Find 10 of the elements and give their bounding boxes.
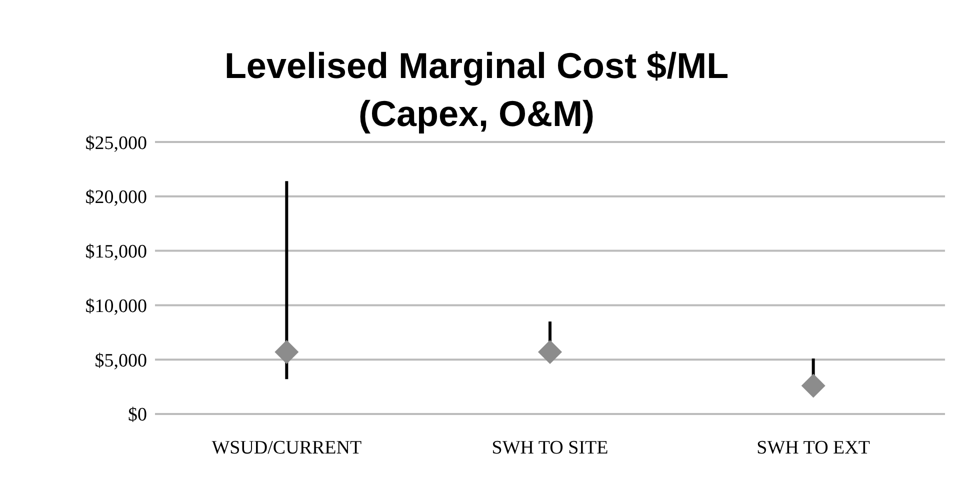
- y-tick-label: $15,000: [85, 242, 147, 263]
- y-tick-label: $5,000: [94, 350, 147, 372]
- y-tick-label: $10,000: [85, 296, 147, 317]
- x-tick-label: WSUD/CURRENT: [212, 437, 362, 458]
- y-tick-label: $25,000: [85, 132, 147, 154]
- chart-title: Levelised Marginal Cost $/ML (Capex, O&M): [223, 44, 730, 134]
- y-tick-label: $0: [128, 404, 147, 426]
- y-tick-label: $20,000: [85, 187, 147, 208]
- x-tick-label: SWH TO EXT: [756, 437, 870, 458]
- x-tick-label: SWH TO SITE: [492, 437, 608, 458]
